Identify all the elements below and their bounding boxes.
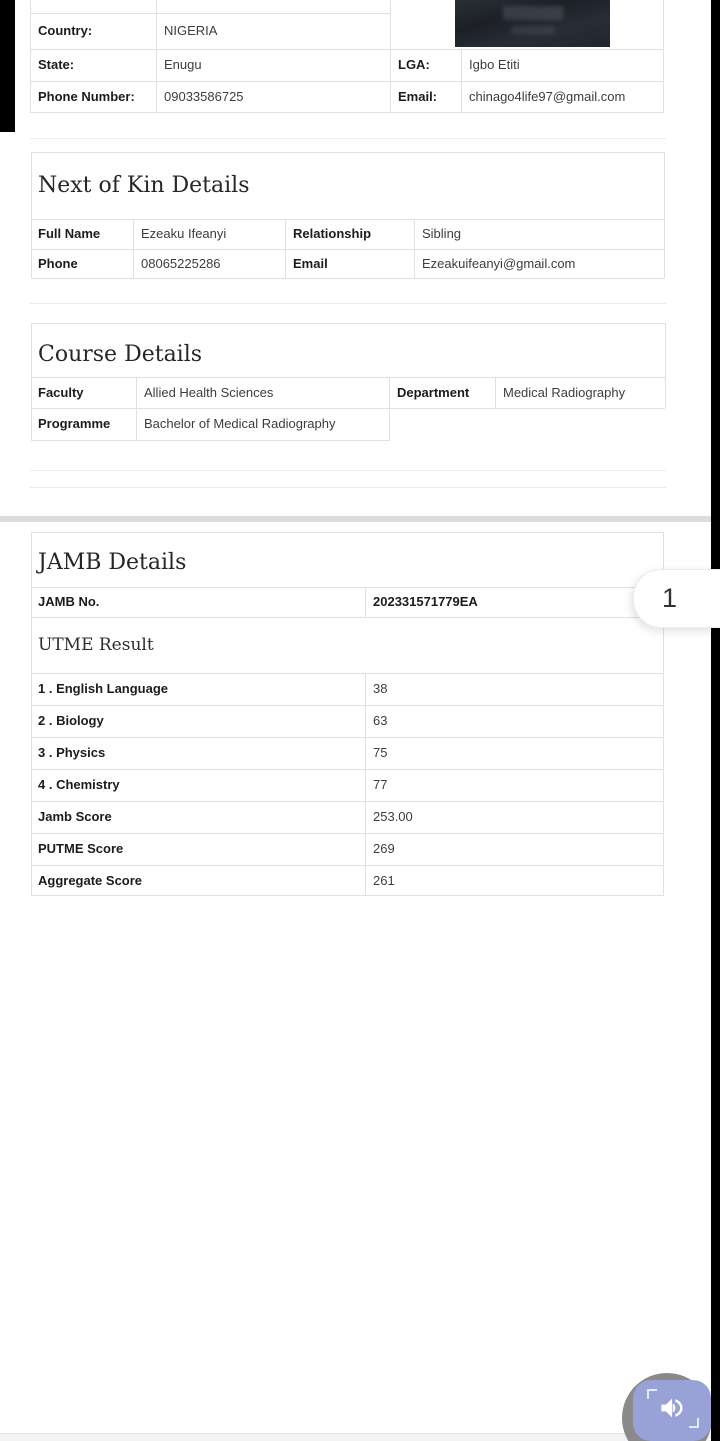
kin-relationship-value: Sibling <box>422 226 462 241</box>
divider-line <box>31 219 665 220</box>
divider-line <box>31 440 390 441</box>
kin-email-value: Ezeakuifeanyi@gmail.com <box>422 256 576 271</box>
divider-line <box>365 673 366 896</box>
section-separator-line <box>30 470 666 471</box>
country-label: Country: <box>38 23 93 38</box>
divider-line <box>31 323 32 440</box>
divider-line <box>665 323 666 408</box>
divider-line <box>31 377 665 378</box>
divider-line <box>31 408 665 409</box>
state-value: Enugu <box>164 57 202 72</box>
jamb-no-label: JAMB No. <box>38 594 100 609</box>
divider-line <box>285 219 286 279</box>
student-photo <box>455 0 610 47</box>
divider-line <box>30 13 390 14</box>
divider-line <box>30 0 31 113</box>
aggregate-score-label: Aggregate Score <box>38 873 143 888</box>
course-details-title: Course Details <box>38 342 203 367</box>
photo-highlight <box>503 6 563 20</box>
divider-line <box>495 377 496 408</box>
jamb-no-value: 202331571779EA <box>373 594 478 609</box>
divider-line <box>31 833 664 834</box>
divider-line <box>31 769 664 770</box>
lga-label: LGA: <box>398 57 430 72</box>
divider-line <box>31 865 664 866</box>
email-value: chinago4life97@gmail.com <box>469 89 626 104</box>
country-value: NIGERIA <box>164 23 218 38</box>
jamb-details-title: JAMB Details <box>38 550 187 575</box>
phone-label: Phone Number: <box>38 89 135 104</box>
subject-label: 4 . Chemistry <box>38 777 120 792</box>
next-of-kin-card <box>31 152 665 279</box>
utme-result-title: UTME Result <box>38 635 154 655</box>
card-bottom-line <box>30 138 666 139</box>
kin-relationship-label: Relationship <box>293 226 372 241</box>
email-label: Email: <box>398 89 438 104</box>
aggregate-score-value: 261 <box>373 873 395 888</box>
subject-score: 75 <box>373 745 388 760</box>
department-value: Medical Radiography <box>503 385 626 400</box>
divider-line <box>136 377 137 440</box>
subject-label: 1 . English Language <box>38 681 169 696</box>
section-separator-line <box>30 303 666 304</box>
section-separator-line <box>30 487 666 488</box>
department-label: Department <box>397 385 470 400</box>
phone-value: 09033586725 <box>164 89 244 104</box>
divider-line <box>30 49 664 50</box>
jamb-score-label: Jamb Score <box>38 809 112 824</box>
programme-label: Programme <box>38 416 111 431</box>
divider-line <box>389 377 390 440</box>
jamb-details-card <box>31 532 664 896</box>
divider-line <box>31 587 664 588</box>
subject-label: 2 . Biology <box>38 713 104 728</box>
divider-line <box>30 112 664 113</box>
divider-line <box>31 801 664 802</box>
divider-line <box>390 0 391 113</box>
faculty-label: Faculty <box>38 385 84 400</box>
subject-score: 38 <box>373 681 388 696</box>
edge-strip-left <box>0 0 15 132</box>
selection-bracket-icon <box>647 1389 657 1399</box>
bottom-page-edge <box>0 1433 720 1441</box>
faculty-value: Allied Health Sciences <box>144 385 274 400</box>
divider-line <box>31 323 665 324</box>
divider-line <box>663 0 664 113</box>
divider-line <box>31 249 665 250</box>
page-number-badge[interactable]: 1 <box>633 569 720 628</box>
text-to-speech-button[interactable] <box>633 1380 711 1441</box>
selection-bracket-icon <box>689 1418 699 1428</box>
divider-line <box>156 0 157 113</box>
divider-line <box>31 673 664 674</box>
divider-line <box>31 617 664 618</box>
next-of-kin-title: Next of Kin Details <box>38 173 250 198</box>
lga-value: Igbo Etiti <box>469 57 520 72</box>
kin-phone-value: 08065225286 <box>141 256 221 271</box>
subject-score: 63 <box>373 713 388 728</box>
putme-score-label: PUTME Score <box>38 841 124 856</box>
volume-speaker-icon <box>661 1398 683 1418</box>
divider-line <box>365 587 366 617</box>
kin-fullname-value: Ezeaku Ifeanyi <box>141 226 227 241</box>
state-label: State: <box>38 57 75 72</box>
jamb-score-value: 253.00 <box>373 809 413 824</box>
subject-score: 77 <box>373 777 388 792</box>
kin-phone-label: Phone <box>38 256 78 271</box>
programme-value: Bachelor of Medical Radiography <box>144 416 336 431</box>
edge-strip-right <box>711 0 720 1441</box>
kin-fullname-label: Full Name <box>38 226 101 241</box>
putme-score-value: 269 <box>373 841 395 856</box>
photo-highlight <box>511 26 555 34</box>
divider-line <box>30 81 664 82</box>
kin-email-label: Email <box>293 256 328 271</box>
divider-line <box>31 705 664 706</box>
divider-line <box>414 219 415 279</box>
subject-label: 3 . Physics <box>38 745 106 760</box>
divider-line <box>31 737 664 738</box>
divider-line <box>133 219 134 279</box>
page-number-text: 1 <box>662 583 678 613</box>
page-break-band <box>0 516 720 522</box>
